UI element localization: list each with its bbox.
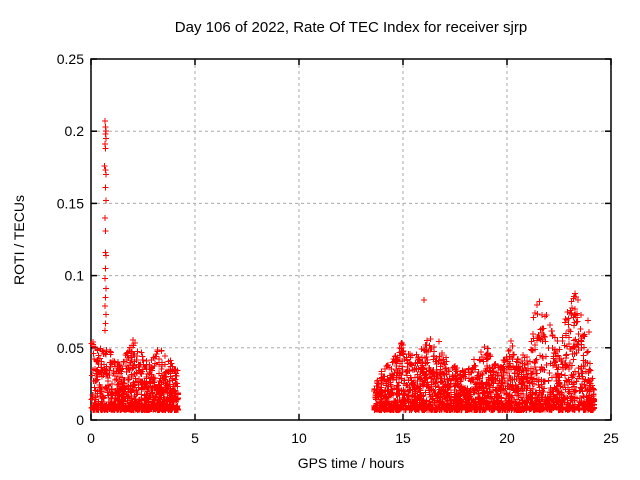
x-tick-label: 15 xyxy=(395,430,411,446)
x-tick-label: 20 xyxy=(499,430,515,446)
y-tick-label: 0.25 xyxy=(57,51,84,67)
gridlines xyxy=(91,59,611,420)
y-tick-label: 0.1 xyxy=(65,268,85,284)
x-axis-label: GPS time / hours xyxy=(298,455,405,471)
tick-labels: 0 5 10 15 20 25 0 0.05 0.1 0.15 0.2 0.25 xyxy=(57,51,619,446)
y-tick-label: 0.15 xyxy=(57,195,84,211)
chart-title: Day 106 of 2022, Rate Of TEC Index for r… xyxy=(175,19,527,36)
plot-border xyxy=(90,58,612,421)
y-tick-label: 0 xyxy=(76,412,84,428)
x-tick-label: 5 xyxy=(191,430,199,446)
x-tick-label: 10 xyxy=(291,430,307,446)
x-tick-label: 0 xyxy=(87,430,95,446)
y-axis-label: ROTI / TECUs xyxy=(11,195,27,285)
y-tick-label: 0.05 xyxy=(57,340,84,356)
x-tick-label: 25 xyxy=(603,430,619,446)
data-points xyxy=(88,117,598,414)
y-tick-label: 0.2 xyxy=(65,123,85,139)
